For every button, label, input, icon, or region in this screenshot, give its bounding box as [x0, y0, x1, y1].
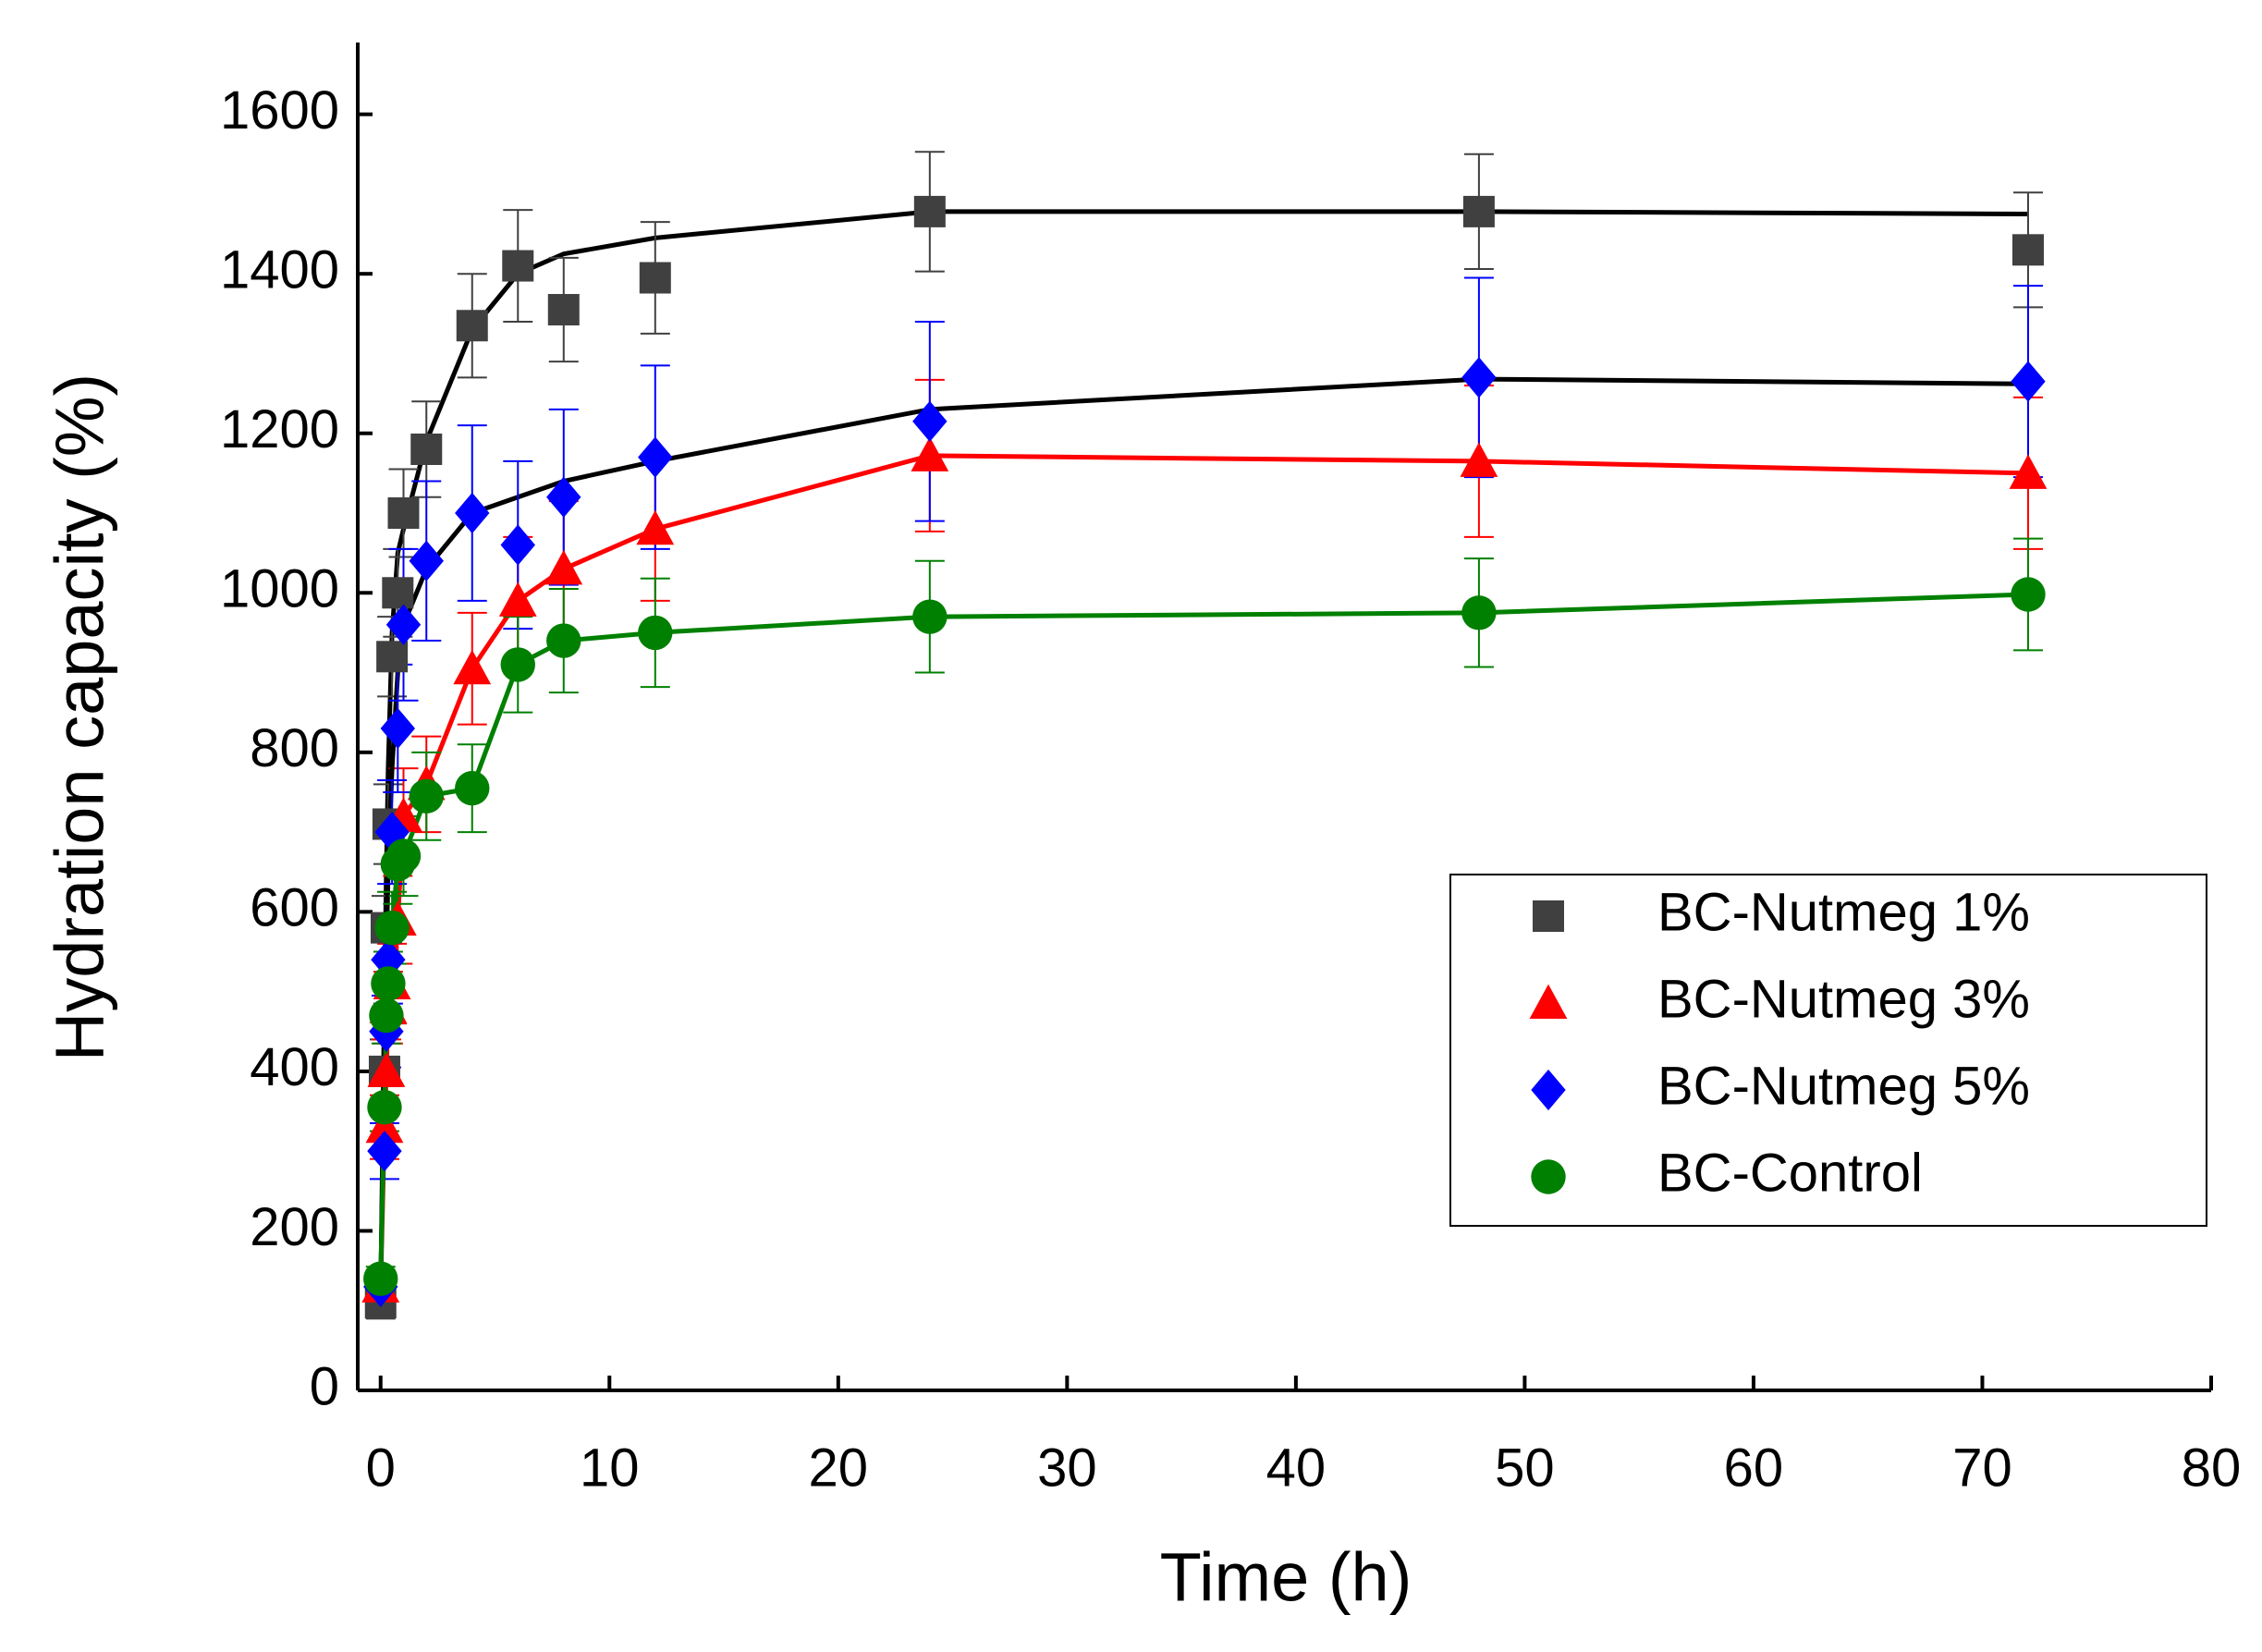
marker-diamond [638, 436, 673, 478]
marker-diamond [912, 400, 948, 442]
y-tick-label: 600 [250, 878, 339, 938]
marker-circle [367, 1090, 402, 1125]
x-tick-label: 40 [1266, 1438, 1327, 1498]
marker-square [2011, 234, 2044, 266]
marker-square [376, 641, 409, 673]
marker-diamond [455, 492, 490, 534]
y-tick-label: 1200 [220, 399, 339, 459]
marker-square [502, 250, 534, 282]
marker-diamond [1461, 357, 1497, 398]
y-axis-title: Hydration capacity (%) [42, 373, 118, 1061]
y-tick-label: 800 [250, 718, 339, 778]
marker-diamond [367, 1131, 402, 1172]
marker-diamond [500, 524, 535, 566]
marker-square [1462, 195, 1495, 227]
marker-diamond [409, 540, 444, 581]
x-tick-label: 30 [1037, 1438, 1097, 1498]
marker-diamond [546, 476, 581, 518]
marker-square [913, 195, 946, 227]
x-tick-label: 10 [580, 1438, 640, 1498]
marker-triangle [1460, 442, 1498, 477]
marker-triangle [2009, 454, 2048, 489]
marker-triangle [544, 549, 583, 585]
legend-label: BC-Nutmeg 5% [1657, 1056, 2030, 1116]
x-tick-label: 0 [366, 1438, 396, 1498]
marker-triangle [636, 509, 675, 545]
x-tick-label: 60 [1724, 1438, 1784, 1498]
marker-circle [409, 778, 444, 814]
marker-square [1533, 900, 1564, 932]
legend-label: BC-Nutmeg 3% [1657, 969, 2030, 1029]
marker-circle [1461, 595, 1497, 630]
marker-circle [912, 599, 948, 634]
marker-circle [363, 1261, 398, 1296]
marker-diamond [1531, 1069, 1566, 1111]
marker-circle [371, 966, 406, 1001]
y-tick-label: 0 [310, 1356, 339, 1416]
marker-square [387, 497, 420, 530]
x-axis-title: Time (h) [1160, 1539, 1412, 1616]
marker-square [410, 433, 443, 465]
marker-diamond [385, 604, 422, 645]
y-tick-label: 200 [250, 1197, 339, 1257]
legend-box [1449, 874, 2207, 1227]
y-tick-label: 400 [250, 1037, 339, 1097]
marker-circle [385, 838, 422, 874]
marker-triangle [1529, 984, 1568, 1019]
x-tick-label: 50 [1495, 1438, 1555, 1498]
marker-square [456, 310, 488, 342]
marker-circle [500, 647, 535, 682]
marker-diamond [374, 811, 410, 853]
marker-triangle [498, 581, 537, 617]
marker-triangle [365, 1107, 404, 1144]
marker-triangle [367, 1052, 406, 1087]
y-tick-label: 1600 [220, 80, 339, 141]
y-tick-label: 1000 [220, 559, 339, 619]
marker-triangle [453, 649, 492, 685]
marker-circle [374, 910, 410, 946]
marker-square [639, 262, 671, 294]
marker-square [547, 294, 580, 326]
marker-circle [455, 770, 490, 806]
marker-diamond [2011, 361, 2046, 402]
marker-triangle [911, 436, 949, 471]
marker-diamond [380, 707, 416, 750]
legend-label: BC-Nutmeg 1% [1657, 882, 2030, 942]
legend-label: BC-Control [1657, 1143, 1923, 1203]
x-tick-label: 80 [2182, 1438, 2242, 1498]
marker-circle [1531, 1159, 1566, 1194]
marker-circle [2011, 577, 2046, 612]
marker-square [382, 577, 414, 609]
x-tick-label: 70 [1952, 1438, 2012, 1498]
x-tick-label: 20 [809, 1438, 869, 1498]
marker-circle [546, 623, 581, 658]
marker-circle [369, 997, 404, 1034]
marker-circle [638, 615, 673, 651]
y-tick-label: 1400 [220, 240, 339, 300]
